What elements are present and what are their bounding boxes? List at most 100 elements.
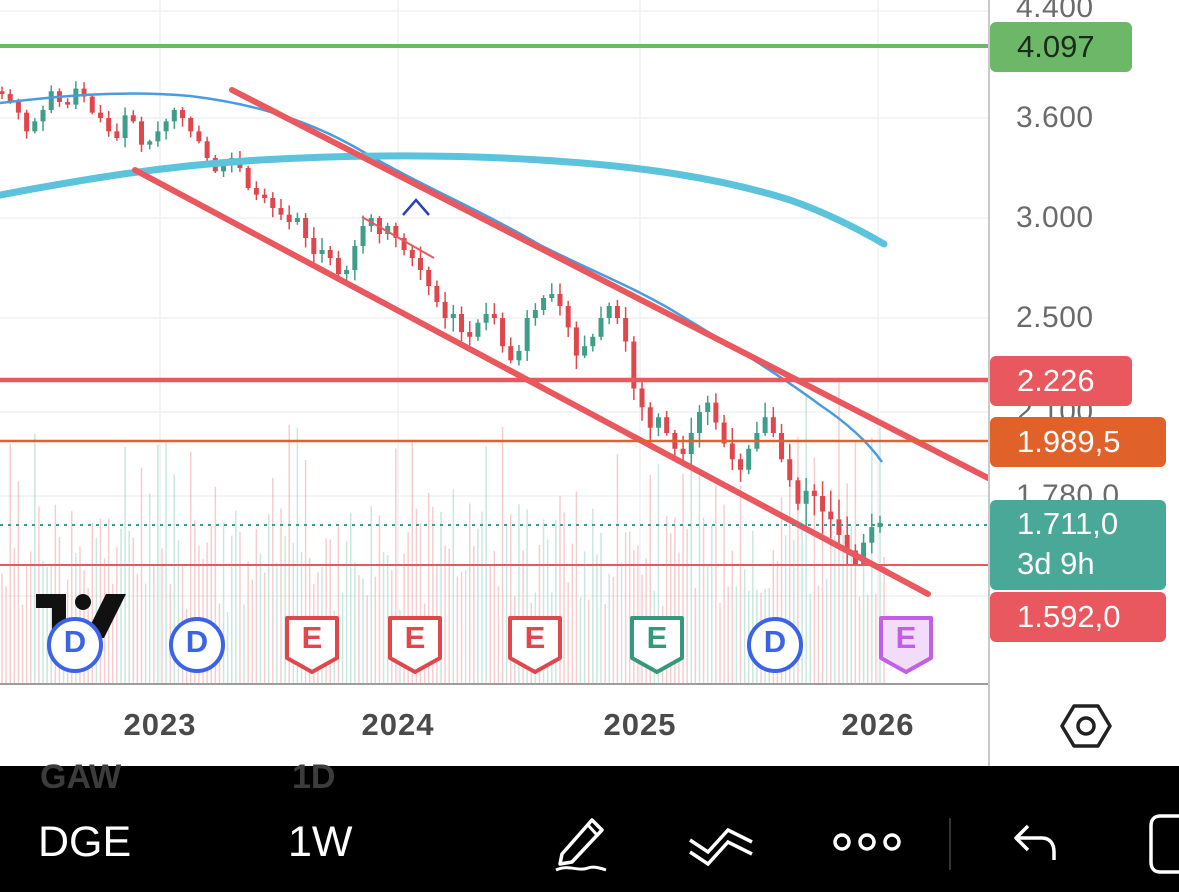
candle-body — [565, 306, 571, 328]
candle-body — [713, 402, 719, 423]
candle-body — [762, 417, 768, 433]
previous-symbol-ghost-text: GAW — [40, 758, 122, 796]
dividend-badge[interactable]: D — [46, 616, 104, 679]
candle-body — [500, 318, 506, 347]
candle-body — [417, 258, 423, 270]
earnings-badge[interactable]: E — [628, 614, 686, 681]
pen-icon[interactable] — [548, 810, 612, 879]
price-tag-label: 4.097 — [1017, 29, 1095, 64]
candle-body — [590, 336, 596, 347]
settings-hexagon-icon[interactable] — [1060, 702, 1112, 750]
channel-upper-line — [229, 87, 988, 481]
candle-body — [344, 270, 350, 274]
fullscreen-icon[interactable] — [1148, 814, 1179, 879]
candle-body — [606, 306, 612, 318]
candle-body — [24, 112, 30, 132]
event-letter: D — [63, 624, 87, 659]
toolbar-divider — [949, 818, 951, 870]
price-chart[interactable] — [0, 0, 988, 683]
candle-body — [541, 298, 547, 310]
candle-body — [820, 496, 826, 512]
price-tag-2226[interactable]: 2.226 — [990, 356, 1132, 406]
candle-body — [483, 314, 489, 323]
interval-button[interactable]: 1W — [288, 818, 353, 866]
price-tick: 3.000 — [1016, 201, 1094, 234]
candle-body — [770, 417, 776, 433]
candle-body — [32, 121, 38, 132]
candle-body — [89, 96, 95, 113]
candle-body — [516, 350, 522, 361]
candle-body — [779, 433, 785, 460]
candle-body — [335, 258, 341, 274]
event-letter: E — [646, 620, 668, 655]
candle-body — [130, 115, 136, 122]
candle-body — [475, 322, 481, 337]
price-tag-label: 1.989,5 — [1017, 424, 1121, 459]
candle-body — [253, 188, 259, 195]
candle-body — [138, 121, 144, 145]
price-tag-4097[interactable]: 4.097 — [990, 22, 1132, 72]
candle-body — [204, 141, 210, 158]
dividend-badge[interactable]: D — [168, 616, 226, 679]
candle-body — [147, 141, 153, 145]
candle-body — [401, 238, 407, 250]
candle-body — [738, 459, 744, 470]
more-icon[interactable] — [832, 830, 902, 859]
dividend-badge[interactable]: D — [746, 616, 804, 679]
candle-body — [81, 88, 87, 97]
candle-body — [106, 118, 112, 132]
undo-icon[interactable] — [1010, 818, 1060, 873]
candle-body — [286, 214, 292, 222]
time-axis[interactable]: 2023 2024 2025 2026 — [0, 683, 988, 766]
price-tag-label: 2.226 — [1017, 363, 1095, 398]
candle-body — [385, 226, 391, 234]
candle-body — [171, 109, 177, 122]
candle-body — [426, 270, 432, 286]
price-tick: 3.600 — [1016, 101, 1094, 134]
candle-body — [549, 294, 555, 298]
candle-body — [311, 238, 317, 254]
candle-body — [122, 115, 128, 138]
previous-interval-ghost-text: 1D — [292, 758, 336, 796]
candle-body — [598, 318, 604, 337]
candle-body — [7, 93, 13, 102]
candle-body — [15, 101, 21, 113]
candle-body — [647, 407, 653, 428]
moving-average-slow-line — [0, 152, 888, 248]
candle-body — [508, 346, 514, 361]
candle-body — [303, 218, 309, 238]
candle-body — [869, 527, 875, 543]
symbol-button[interactable]: DGE — [38, 818, 132, 866]
candle-body — [532, 310, 538, 318]
candle-body — [196, 131, 202, 142]
candle-body — [639, 388, 645, 408]
candle-body — [450, 314, 456, 318]
candle-body — [795, 480, 801, 504]
earnings-badge[interactable]: E — [877, 614, 935, 681]
candle-body — [524, 318, 530, 351]
candle-body — [48, 91, 54, 110]
price-tick: 4.400 — [1016, 0, 1094, 24]
price-tag-19895[interactable]: 1.989,5 — [990, 417, 1166, 467]
candle-body — [787, 459, 793, 481]
candle-body — [573, 327, 579, 356]
candle-body — [680, 448, 686, 454]
price-tag-1592[interactable]: 1.592,0 — [990, 592, 1166, 642]
chart-indicators-icon[interactable] — [686, 812, 756, 873]
candle-body — [811, 490, 817, 496]
event-letter: E — [301, 620, 323, 655]
current-price-tag[interactable]: 1.711,0 3d 9h — [990, 500, 1166, 590]
year-label-2023: 2023 — [123, 707, 197, 742]
current-price-label: 1.711,0 — [1017, 506, 1119, 541]
candle-body — [828, 511, 834, 520]
earnings-badge[interactable]: E — [386, 614, 444, 681]
earnings-badge[interactable]: E — [506, 614, 564, 681]
bar-countdown-label: 3d 9h — [1017, 546, 1095, 581]
candle-body — [155, 131, 161, 142]
candle-body — [705, 402, 711, 412]
candle-body — [114, 131, 120, 138]
price-axis[interactable]: 4.400 3.600 3.000 2.500 2.100 1.780,0 4.… — [988, 0, 1179, 766]
earnings-badge[interactable]: E — [283, 614, 341, 681]
candle-body — [688, 433, 694, 454]
